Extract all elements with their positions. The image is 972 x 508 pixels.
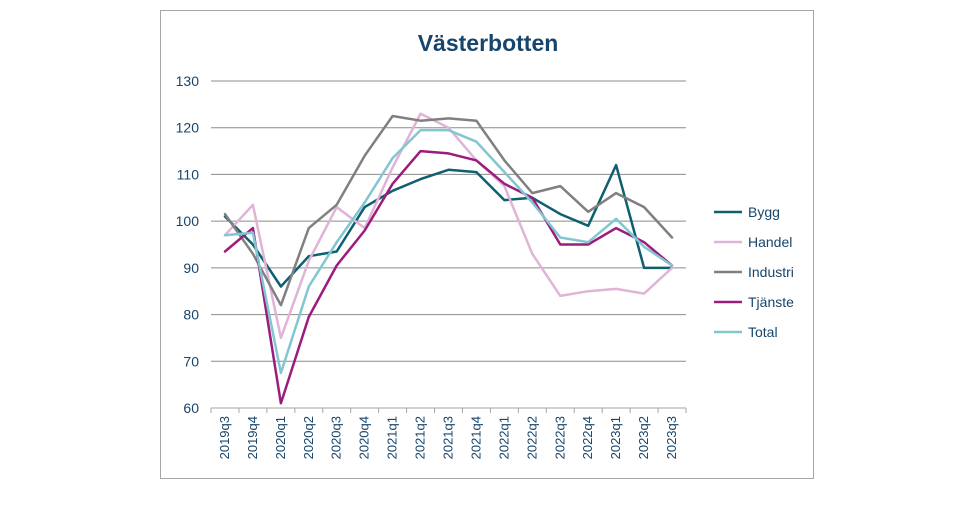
x-tick-label: 2021q3 (441, 416, 456, 459)
series-line-industri (223, 114, 674, 307)
legend: Bygg Handel Industri Tjänste Total (714, 204, 794, 340)
legend-label: Total (748, 324, 778, 340)
x-tick-label: 2019q3 (217, 416, 232, 459)
chart-frame: Västerbotten 60 70 80 90 100 110 120 130 2019q3… (160, 10, 814, 479)
legend-label: Tjänste (748, 294, 794, 310)
x-tick-label: 2020q2 (301, 416, 316, 459)
y-tick-label: 60 (183, 400, 199, 416)
x-tick-label: 2020q4 (357, 416, 372, 459)
series-line-tjänste (223, 149, 674, 405)
x-tick-label: 2019q4 (245, 416, 260, 459)
y-tick-label: 120 (176, 120, 200, 136)
legend-label: Bygg (748, 204, 780, 220)
legend-label: Industri (748, 264, 794, 280)
series-lines (223, 112, 674, 405)
x-tick-label: 2020q1 (273, 416, 288, 459)
line-chart: Västerbotten 60 70 80 90 100 110 120 130 2019q3… (176, 30, 794, 459)
x-tick-label: 2023q1 (608, 416, 623, 459)
series-line-handel (223, 112, 674, 340)
x-tick-label: 2022q4 (580, 416, 595, 459)
x-tick-label: 2023q3 (664, 416, 679, 459)
chart-title: Västerbotten (418, 30, 559, 56)
y-tick-label: 70 (183, 353, 199, 369)
y-axis-ticks: 60 70 80 90 100 110 120 130 (176, 73, 200, 416)
y-tick-label: 90 (183, 260, 199, 276)
x-axis-ticks: 2019q3 2019q4 2020q1 2020q2 2020q3 2020q4 2021… (210, 408, 687, 459)
x-tick-label: 2021q4 (468, 416, 483, 459)
y-tick-label: 110 (177, 166, 200, 182)
y-tick-label: 100 (176, 213, 200, 229)
legend-label: Handel (748, 234, 792, 250)
x-tick-label: 2020q3 (329, 416, 344, 459)
x-tick-label: 2021q2 (413, 416, 428, 459)
x-tick-label: 2023q2 (636, 416, 651, 459)
y-tick-label: 130 (176, 73, 200, 89)
series-line-total (223, 128, 674, 375)
x-tick-label: 2022q2 (524, 416, 539, 459)
x-tick-label: 2021q1 (385, 416, 400, 459)
x-tick-label: 2022q3 (552, 416, 567, 459)
x-tick-label: 2022q1 (496, 416, 511, 459)
y-tick-label: 80 (183, 307, 199, 323)
